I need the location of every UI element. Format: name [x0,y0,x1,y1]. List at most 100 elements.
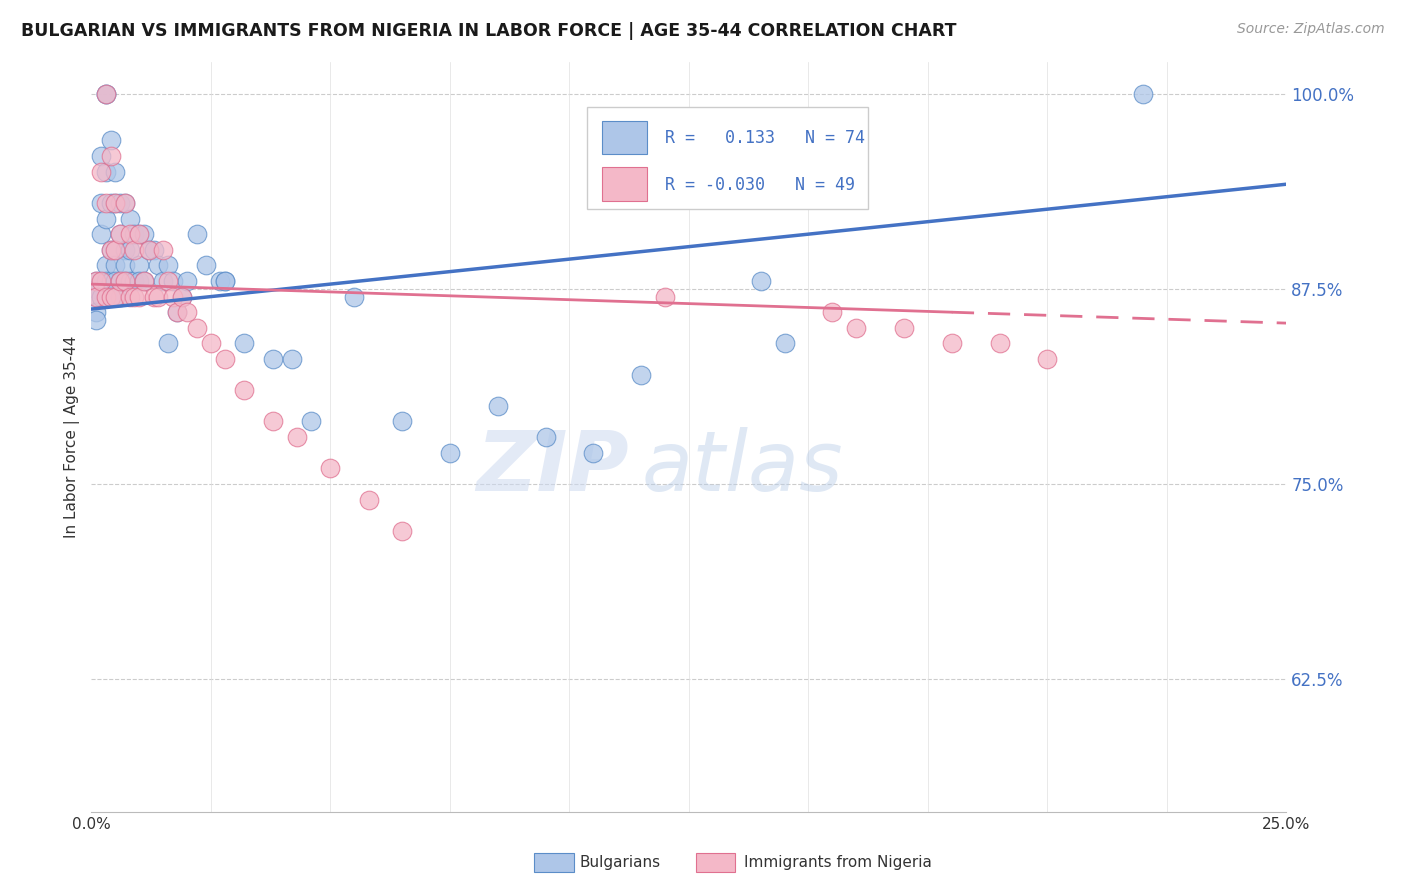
Point [988,336,1011,351]
Point [233,336,256,351]
FancyBboxPatch shape [588,107,868,209]
Point [132,227,155,242]
Point [152,243,174,257]
Point [233,384,256,398]
Point [162,290,184,304]
Point [104,259,127,273]
Point [124,290,146,304]
Point [654,290,676,304]
FancyBboxPatch shape [602,168,647,201]
Point [845,321,868,335]
Point [108,196,131,211]
Point [166,305,188,319]
Point [343,290,366,304]
Point [214,274,236,288]
Point [209,274,232,288]
Point [156,274,179,288]
Point [118,274,141,288]
Point [94,196,117,211]
Point [94,274,117,288]
Text: BULGARIAN VS IMMIGRANTS FROM NIGERIA IN LABOR FORCE | AGE 35-44 CORRELATION CHAR: BULGARIAN VS IMMIGRANTS FROM NIGERIA IN … [21,22,956,40]
Point [285,430,308,444]
Point [94,259,117,273]
Text: Immigrants from Nigeria: Immigrants from Nigeria [744,855,932,870]
Point [132,274,155,288]
Point [582,446,605,460]
Point [84,305,107,319]
Point [108,290,131,304]
Point [128,259,150,273]
Point [176,274,198,288]
Point [439,446,461,460]
Point [172,290,194,304]
Point [108,227,131,242]
Point [100,149,122,163]
Point [94,87,117,101]
Point [94,290,117,304]
Point [100,290,122,304]
Point [148,259,170,273]
Point [100,274,122,288]
Point [100,243,122,257]
Point [132,274,155,288]
Point [124,227,146,242]
Point [104,290,127,304]
Point [128,227,150,242]
Point [118,290,141,304]
Point [94,165,117,179]
Point [142,290,165,304]
Point [773,336,796,351]
Point [100,243,122,257]
Point [214,352,236,367]
Point [90,227,112,242]
Point [128,227,150,242]
Point [1036,352,1059,367]
Point [104,165,127,179]
Point [128,274,150,288]
Point [94,87,117,101]
Point [319,461,342,475]
Point [749,274,772,288]
Point [104,243,127,257]
Point [84,282,107,296]
Point [195,259,218,273]
Point [124,274,146,288]
Point [200,336,222,351]
Point [262,414,284,429]
Text: R = -0.030   N = 49: R = -0.030 N = 49 [665,176,855,194]
Point [138,243,160,257]
Point [1132,87,1154,101]
FancyBboxPatch shape [602,120,647,154]
Point [162,274,184,288]
Text: ZIP: ZIP [477,426,630,508]
Point [357,492,380,507]
Point [118,243,141,257]
Point [138,243,160,257]
Point [941,336,963,351]
Text: Bulgarians: Bulgarians [579,855,661,870]
Point [84,274,107,288]
Point [630,368,652,382]
Point [84,290,107,304]
Point [84,313,107,327]
Point [108,227,131,242]
Point [118,211,141,226]
Point [90,165,112,179]
Point [114,259,136,273]
Point [152,274,174,288]
Point [128,290,150,304]
Point [100,290,122,304]
Point [893,321,915,335]
Point [100,134,122,148]
Point [104,243,127,257]
Y-axis label: In Labor Force | Age 35-44: In Labor Force | Age 35-44 [65,336,80,538]
Text: atlas: atlas [641,426,842,508]
Point [172,290,194,304]
Point [262,352,284,367]
Point [104,196,127,211]
Point [486,399,509,413]
Text: R =   0.133   N = 74: R = 0.133 N = 74 [665,128,865,147]
Point [148,290,170,304]
Point [90,290,112,304]
Point [124,243,146,257]
